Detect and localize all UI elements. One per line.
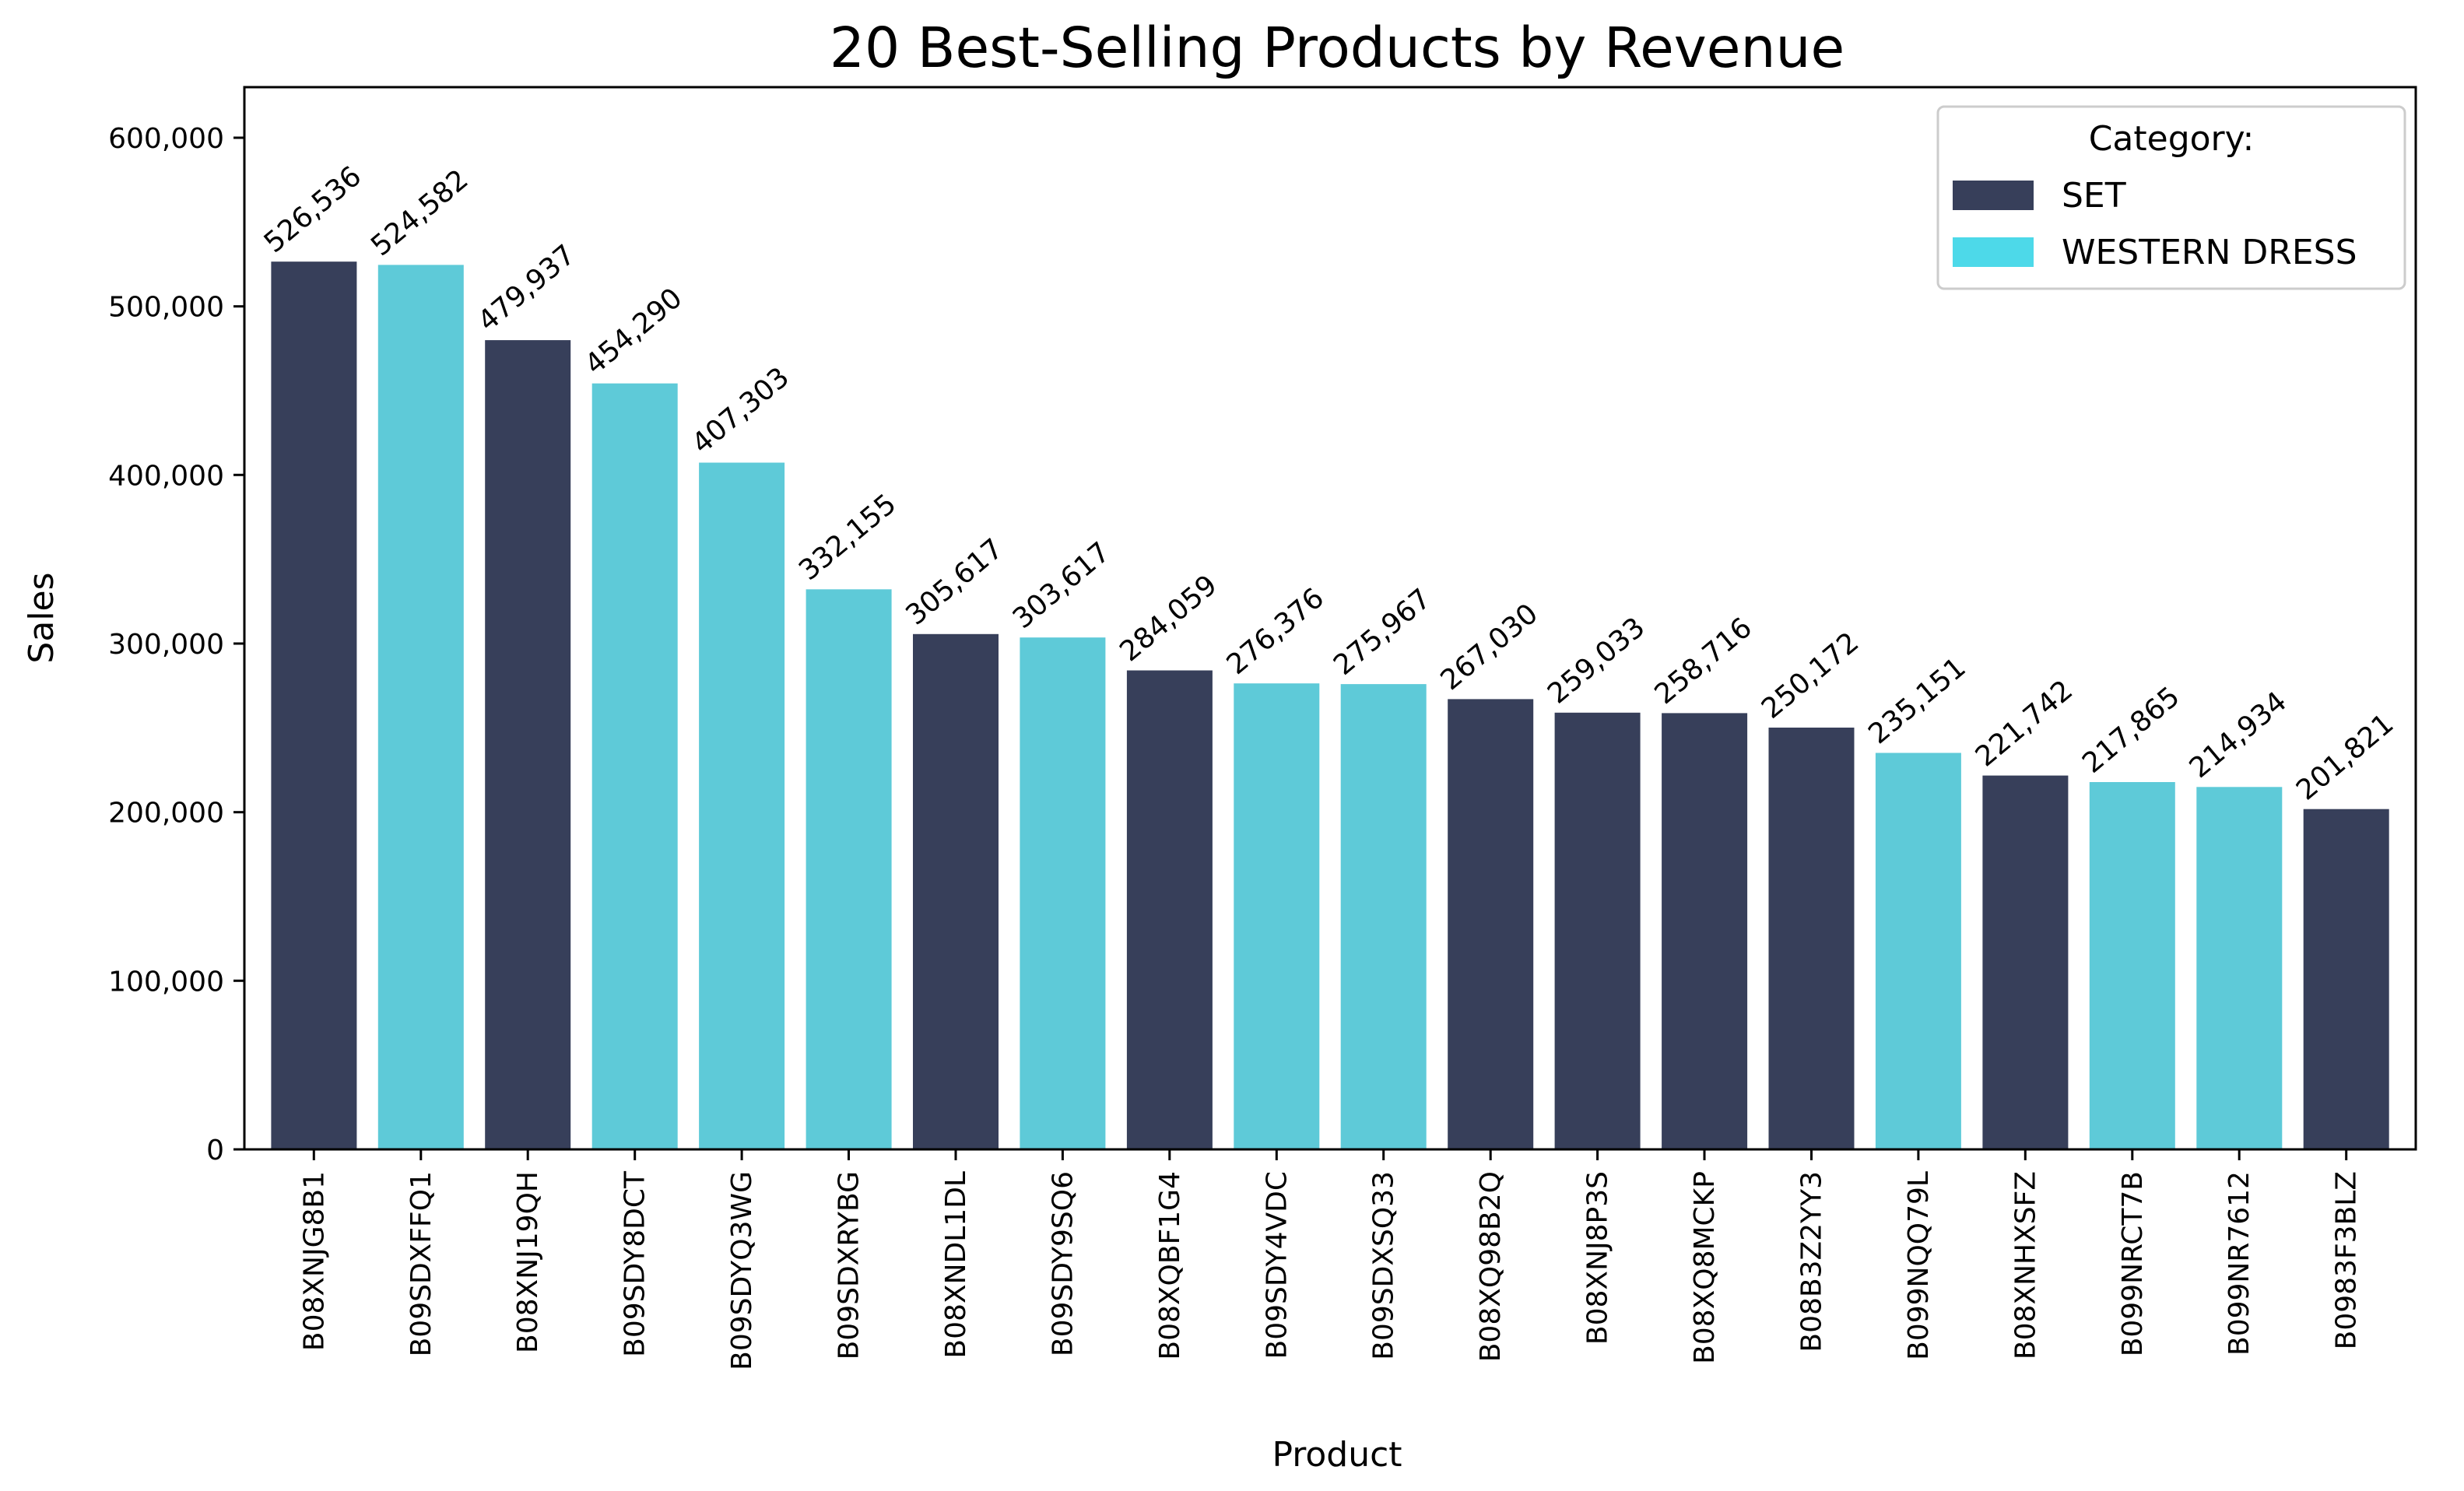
legend: Category: SET WESTERN DRESS: [1936, 105, 2406, 290]
bar-B0983F3BLZ: [2303, 809, 2389, 1149]
x-tick-label-B09SDXSQ33: B09SDXSQ33: [1368, 1171, 1400, 1360]
y-tick-label-200000: 200,000: [108, 798, 224, 830]
data-label-B09SDY4VDC: 276,376: [1221, 582, 1330, 681]
x-tick-label-B0983F3BLZ: B0983F3BLZ: [2331, 1171, 2363, 1349]
data-label-B09SDYQ3WG: 407,303: [686, 361, 795, 460]
data-label-B099NQQ79L: 235,151: [1862, 651, 1971, 750]
bar-B09SDY8DCT: [591, 383, 678, 1149]
legend-label-set: SET: [2062, 176, 2126, 216]
data-label-B08XNJ8P3S: 259,033: [1542, 612, 1651, 710]
x-axis: B08XNJG8B1 B09SDXFFQ1 B08XNJ19QH B09SDY8DCT…: [298, 1149, 2363, 1370]
bar-B099NQQ79L: [1875, 753, 1961, 1149]
data-label-B08XNJG8B1: 526,536: [258, 160, 367, 259]
data-label-B099NR7612: 214,934: [2184, 686, 2293, 784]
plot-frame: [243, 86, 2417, 1151]
bar-B09SDXSQ33: [1340, 684, 1427, 1149]
x-tick-label-B08XQ98B2Q: B08XQ98B2Q: [1475, 1171, 1507, 1362]
x-tick-label-B09SDYQ3WG: B09SDYQ3WG: [726, 1171, 758, 1370]
data-label-B08XNJ19QH: 479,937: [472, 239, 581, 338]
x-tick-label-B09SDY8DCT: B09SDY8DCT: [620, 1170, 651, 1357]
data-label-B09SDXFFQ1: 524,582: [365, 163, 474, 262]
data-label-B08XQ98B2Q: 267,030: [1435, 598, 1544, 696]
y-tick-label-0: 0: [206, 1135, 224, 1166]
bar-B099NR7612: [2196, 787, 2283, 1149]
data-label-B08XNDL1DL: 305,617: [900, 533, 1009, 632]
data-label-B08XQBF1G4: 284,059: [1114, 569, 1223, 668]
y-tick-label-300000: 300,000: [108, 629, 224, 661]
bar-B08XQ8MCKP: [1662, 713, 1748, 1149]
bar-B08XQ98B2Q: [1448, 699, 1534, 1149]
chart-title: 20 Best-Selling Products by Revenue: [830, 16, 1844, 80]
data-label-B0983F3BLZ: 201,821: [2290, 707, 2399, 806]
x-tick-label-B08XQ8MCKP: B08XQ8MCKP: [1689, 1171, 1721, 1364]
y-tick-label-600000: 600,000: [108, 123, 224, 155]
x-tick-label-B08XNDL1DL: B08XNDL1DL: [940, 1171, 972, 1359]
data-label-B09SDY9SQ6: 303,617: [1007, 536, 1116, 635]
bar-B08XNJG8B1: [271, 261, 357, 1150]
bar-B09SDXFFQ1: [377, 265, 464, 1149]
x-tick-label-B09SDXFFQ1: B09SDXFFQ1: [405, 1171, 437, 1356]
data-label-B08XQ8MCKP: 258,716: [1649, 612, 1758, 710]
x-tick-label-B08XQBF1G4: B08XQBF1G4: [1154, 1171, 1186, 1360]
y-tick-label-100000: 100,000: [108, 966, 224, 998]
x-tick-label-B08XNJ19QH: B08XNJ19QH: [512, 1171, 544, 1353]
bar-B09SDY4VDC: [1234, 683, 1320, 1149]
y-axis-label: Sales: [22, 572, 61, 663]
x-tick-label-B09SDY9SQ6: B09SDY9SQ6: [1047, 1171, 1079, 1356]
x-tick-label-B08B3Z2YY3: B08B3Z2YY3: [1796, 1171, 1828, 1352]
x-tick-label-B09SDXRYBG: B09SDXRYBG: [834, 1171, 865, 1359]
y-axis: 0 100,000 200,000 300,000 400,000 500,000 600,…: [108, 123, 244, 1166]
x-tick-label-B08XNHXSFZ: B08XNHXSFZ: [2009, 1171, 2041, 1359]
data-label-B08XNHXSFZ: 221,742: [1970, 674, 2079, 773]
legend-swatch-western-dress: [1953, 237, 2034, 267]
bars-layer: [271, 261, 2389, 1150]
legend-box: [1936, 105, 2406, 290]
x-tick-label-B099NRCT7B: B099NRCT7B: [2117, 1171, 2149, 1356]
x-tick-label-B099NR7612: B099NR7612: [2224, 1171, 2255, 1356]
data-label-B099NRCT7B: 217,865: [2076, 681, 2185, 780]
x-axis-label: Product: [1272, 1435, 1402, 1475]
bar-B08XNJ19QH: [485, 340, 571, 1150]
data-label-B08B3Z2YY3: 250,172: [1756, 626, 1865, 725]
legend-swatch-set: [1953, 181, 2034, 210]
x-tick-label-B099NQQ79L: B099NQQ79L: [1903, 1171, 1935, 1360]
legend-title: Category:: [2089, 119, 2255, 159]
bar-B09SDYQ3WG: [699, 462, 785, 1149]
bar-B08XNHXSFZ: [1982, 775, 2069, 1149]
bar-B08XNJ8P3S: [1554, 712, 1641, 1149]
x-tick-label-B08XNJ8P3S: B08XNJ8P3S: [1582, 1171, 1614, 1345]
bar-B099NRCT7B: [2089, 782, 2175, 1149]
data-label-B09SDXRYBG: 332,155: [793, 488, 902, 587]
y-tick-label-500000: 500,000: [108, 292, 224, 324]
bar-B08XQBF1G4: [1126, 670, 1213, 1149]
x-tick-label-B08XNJG8B1: B08XNJG8B1: [298, 1171, 330, 1351]
legend-label-western-dress: WESTERN DRESS: [2062, 233, 2357, 272]
bar-B09SDXRYBG: [806, 589, 892, 1149]
data-label-B09SDXSQ33: 275,967: [1328, 583, 1437, 682]
y-tick-label-400000: 400,000: [108, 460, 224, 492]
bar-B08B3Z2YY3: [1768, 728, 1855, 1149]
data-label-B09SDY8DCT: 454,290: [579, 282, 688, 381]
bar-B08XNDL1DL: [913, 633, 999, 1149]
x-tick-label-B09SDY4VDC: B09SDY4VDC: [1261, 1171, 1293, 1359]
bar-B09SDY9SQ6: [1020, 637, 1106, 1149]
